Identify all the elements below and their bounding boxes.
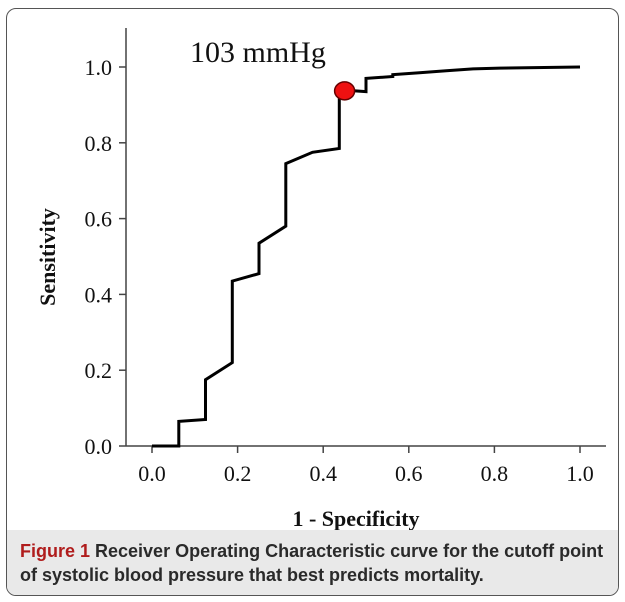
caption-text: Receiver Operating Characteristic curve …	[20, 541, 604, 585]
figure-caption: Figure 1 Receiver Operating Characterist…	[20, 539, 616, 587]
x-tick-label: 1.0	[566, 461, 594, 486]
y-axis-title: Sensitivity	[35, 208, 60, 306]
y-tick-label: 0.8	[85, 131, 113, 156]
y-tick-label: 0.0	[85, 434, 113, 459]
y-tick-label: 0.4	[85, 282, 113, 307]
x-tick-label: 0.6	[395, 461, 423, 486]
cutoff-annotation: 103 mmHg	[190, 36, 326, 69]
x-axis-title: 1 - Specificity	[292, 506, 419, 531]
axes	[125, 28, 606, 447]
caption-band	[7, 530, 618, 595]
figure-label: Figure 1	[20, 541, 91, 561]
x-tick-label: 0.0	[138, 461, 166, 486]
x-tick-label: 0.4	[309, 461, 337, 486]
x-tick-label: 0.2	[224, 461, 252, 486]
ticks: 0.0 0.2 0.4 0.6 0.8 1.0 0.0 0.2 0.4 0.6 0.8 1.0	[85, 55, 594, 486]
figure-frame	[6, 8, 619, 596]
y-tick-label: 0.6	[85, 207, 113, 232]
y-tick-label: 0.2	[85, 358, 113, 383]
x-tick-label: 0.8	[481, 461, 509, 486]
roc-series	[152, 65, 581, 448]
cutoff-point-marker	[333, 81, 356, 101]
y-tick-label: 1.0	[85, 55, 113, 80]
roc-curve	[152, 65, 581, 448]
